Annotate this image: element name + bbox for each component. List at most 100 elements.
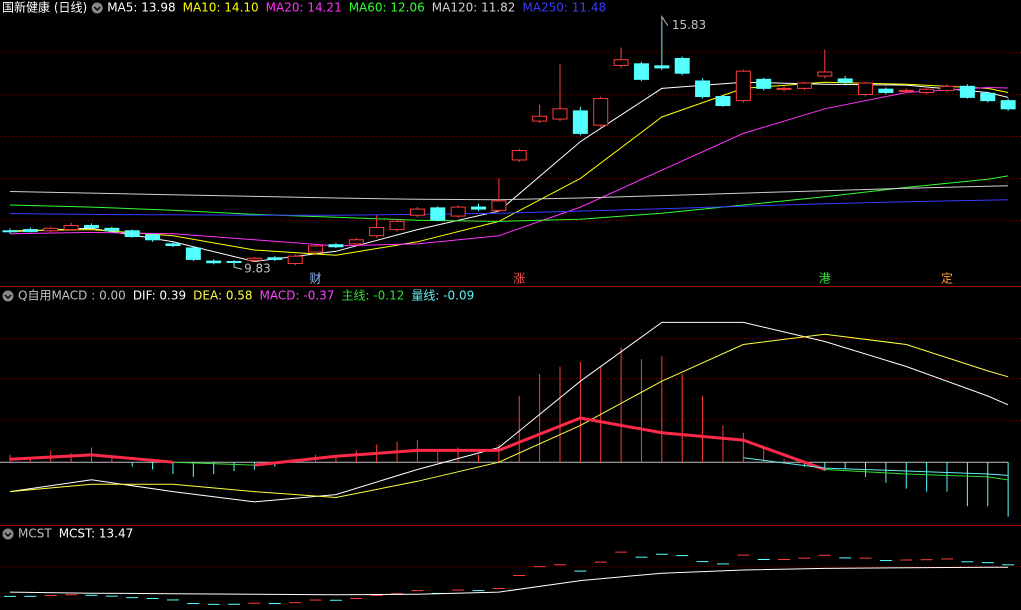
ma-line bbox=[9, 81, 1009, 263]
candle-body bbox=[756, 78, 772, 89]
indicator-line bbox=[9, 333, 1009, 499]
candle-body bbox=[878, 88, 894, 93]
main-line-segment bbox=[661, 431, 744, 442]
candle-body bbox=[22, 229, 38, 233]
legend-label: DIF: 0.39 bbox=[133, 289, 186, 303]
candle-body bbox=[246, 257, 262, 261]
candle-body bbox=[593, 98, 609, 126]
legend-label: 主线: -0.12 bbox=[341, 289, 404, 303]
candle-body bbox=[471, 206, 487, 210]
chart-title: 国新健康 (日线) bbox=[2, 0, 87, 15]
candle-body bbox=[124, 230, 140, 238]
candle-body bbox=[369, 227, 385, 237]
candle-body bbox=[837, 78, 853, 83]
candle-body bbox=[735, 70, 751, 102]
candle-body bbox=[226, 260, 242, 263]
candle-body bbox=[674, 57, 690, 74]
candle-body bbox=[104, 227, 120, 232]
candle-body bbox=[572, 110, 588, 134]
legend-label: MA10: 14.10 bbox=[183, 1, 259, 15]
legend-label: DEA: 0.58 bbox=[193, 289, 252, 303]
candle-body bbox=[450, 206, 466, 217]
ma-line bbox=[9, 86, 1009, 247]
candle-body bbox=[796, 82, 812, 89]
candle-body bbox=[939, 85, 955, 91]
event-marker[interactable]: 港 bbox=[819, 272, 831, 286]
main-line-segment bbox=[498, 416, 581, 452]
ma-line bbox=[9, 81, 1009, 256]
candle-body bbox=[83, 224, 99, 229]
panel-menu-icon bbox=[4, 294, 12, 299]
candle-body bbox=[1000, 100, 1016, 110]
candle-body bbox=[165, 243, 181, 247]
candle-body bbox=[654, 65, 670, 69]
panel-menu-icon[interactable] bbox=[91, 2, 103, 14]
candle-body bbox=[2, 230, 18, 233]
mcst-line bbox=[9, 566, 1009, 596]
candle-body bbox=[613, 59, 629, 66]
event-marker[interactable]: 定 bbox=[941, 271, 953, 286]
panel-menu-icon[interactable] bbox=[2, 290, 14, 302]
annotation-arrow bbox=[661, 14, 669, 26]
main-line-segment bbox=[254, 454, 337, 467]
main-line-segment bbox=[91, 453, 174, 464]
candle-body bbox=[532, 115, 548, 122]
candle-body bbox=[348, 239, 364, 245]
annotation-label: 9.83 bbox=[244, 262, 271, 276]
main-line-segment bbox=[9, 453, 92, 461]
candle-body bbox=[43, 227, 59, 232]
candle-body bbox=[430, 207, 446, 221]
main-line-segment bbox=[824, 469, 907, 475]
candle-body bbox=[552, 108, 568, 120]
legend-label: MCST: 13.47 bbox=[59, 527, 134, 541]
candle-body bbox=[409, 208, 425, 216]
candle-body bbox=[511, 150, 527, 161]
panel-menu-icon[interactable] bbox=[2, 528, 14, 540]
candle-body bbox=[267, 257, 283, 260]
indicator-line bbox=[9, 321, 1009, 503]
candle-body bbox=[633, 63, 649, 80]
candle-body bbox=[287, 255, 303, 265]
candle-body bbox=[491, 200, 507, 211]
candle-body bbox=[328, 244, 344, 248]
legend-label: Q自用MACD : 0.00 bbox=[18, 289, 126, 303]
candle-body bbox=[145, 234, 161, 241]
candle-body bbox=[695, 80, 711, 98]
legend-label: MA250: 11.48 bbox=[522, 1, 606, 15]
candle-body bbox=[389, 220, 405, 231]
legend-label: MCST bbox=[18, 527, 52, 541]
legend-label: MA60: 12.06 bbox=[349, 1, 425, 15]
candle-body bbox=[63, 224, 79, 231]
event-marker[interactable]: 财 bbox=[310, 272, 322, 286]
main-line-segment bbox=[580, 416, 663, 435]
candle-body bbox=[206, 260, 222, 264]
candle-body bbox=[185, 247, 201, 260]
main-line-segment bbox=[742, 438, 826, 471]
legend-label: MA20: 14.21 bbox=[266, 1, 342, 15]
legend-label: MA120: 11.82 bbox=[432, 1, 516, 15]
legend-label: 量线: -0.09 bbox=[411, 289, 474, 303]
candle-body bbox=[776, 87, 792, 90]
main-line-segment bbox=[335, 448, 418, 458]
main-line-segment bbox=[987, 476, 1009, 481]
candle-body bbox=[308, 245, 324, 253]
candle-body bbox=[919, 88, 935, 93]
candle-body bbox=[959, 85, 975, 98]
legend-label: MACD: -0.37 bbox=[260, 289, 335, 303]
panel-menu-icon bbox=[93, 6, 101, 11]
candle-body bbox=[817, 71, 833, 77]
legend-label: MA5: 13.98 bbox=[107, 1, 175, 15]
ma-line bbox=[9, 199, 1009, 216]
candle-body bbox=[858, 82, 874, 95]
main-line-segment bbox=[906, 473, 988, 478]
candle-body bbox=[980, 92, 996, 102]
annotation-arrow bbox=[233, 266, 243, 270]
indicator-line bbox=[743, 457, 1009, 476]
candle-body bbox=[898, 89, 914, 92]
annotation-label: 15.83 bbox=[672, 18, 706, 32]
candle-body bbox=[715, 96, 731, 107]
event-marker[interactable]: 涨 bbox=[513, 271, 525, 286]
